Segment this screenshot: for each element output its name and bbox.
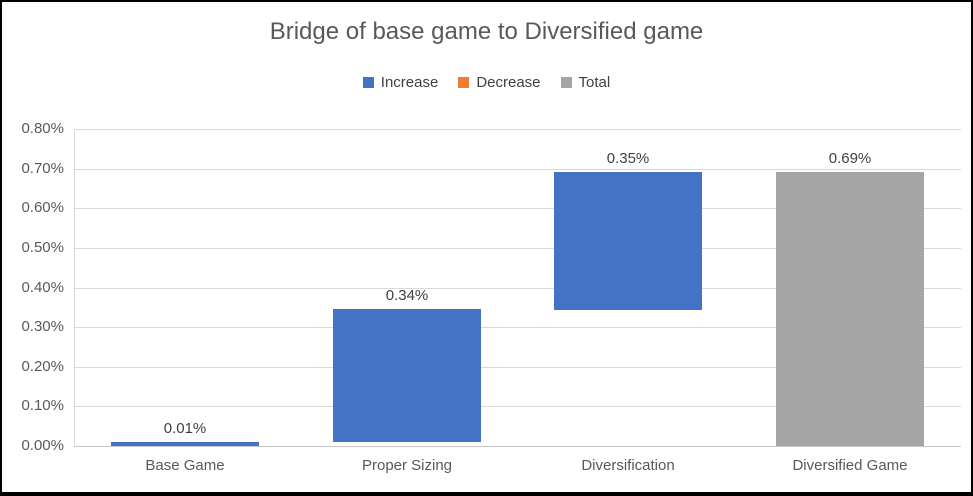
- legend-swatch-total: [560, 77, 572, 88]
- x-axis-label-diversification: Diversification: [581, 457, 675, 474]
- y-axis-tick-label: 0.50%: [21, 239, 64, 256]
- y-axis-line: [74, 129, 75, 446]
- y-axis-tick-label: 0.70%: [21, 160, 64, 177]
- gridline-0.80%: [74, 129, 961, 130]
- x-axis-label-proper-sizing: Proper Sizing: [361, 457, 453, 474]
- y-axis-tick-label: 0.10%: [21, 397, 64, 414]
- y-axis-tick-label: 0.40%: [21, 279, 64, 296]
- bar-base-game: [111, 442, 259, 446]
- gridline-0.70%: [74, 169, 961, 170]
- gridline-0.40%: [74, 288, 961, 289]
- legend-label: Decrease: [476, 74, 541, 91]
- bar-value-label-proper-sizing: 0.34%: [385, 287, 429, 304]
- y-axis-tick-label: 0.60%: [21, 199, 64, 216]
- legend-label: Increase: [380, 74, 439, 91]
- legend-item-decrease: Decrease: [458, 74, 541, 91]
- legend-item-increase: Increase: [362, 74, 439, 91]
- x-axis-label-base-game: Base Game: [145, 457, 225, 474]
- chart-title: Bridge of base game to Diversified game: [269, 18, 704, 45]
- bar-diversified-game: [776, 172, 924, 446]
- bar-proper-sizing: [333, 309, 481, 442]
- legend-item-total: Total: [560, 74, 611, 91]
- legend-swatch-decrease: [458, 77, 470, 88]
- legend-swatch-increase: [362, 77, 374, 88]
- y-axis-tick-label: 0.80%: [21, 120, 64, 137]
- bar-value-label-base-game: 0.01%: [163, 420, 207, 437]
- y-axis-tick-label: 0.00%: [21, 437, 64, 454]
- x-axis-label-diversified-game: Diversified Game: [792, 457, 908, 474]
- legend-label: Total: [578, 74, 611, 91]
- bar-diversification: [554, 172, 702, 310]
- x-axis-line: [74, 446, 961, 447]
- gridline-0.10%: [74, 406, 961, 407]
- legend: Increase Decrease Total: [2, 74, 971, 91]
- y-axis-tick-label: 0.20%: [21, 358, 64, 375]
- bar-value-label-diversification: 0.35%: [606, 150, 650, 167]
- gridline-0.30%: [74, 327, 961, 328]
- gridline-0.20%: [74, 367, 961, 368]
- bar-value-label-diversified-game: 0.69%: [828, 150, 872, 167]
- y-axis-tick-label: 0.30%: [21, 318, 64, 335]
- gridline-0.50%: [74, 248, 961, 249]
- gridline-0.60%: [74, 208, 961, 209]
